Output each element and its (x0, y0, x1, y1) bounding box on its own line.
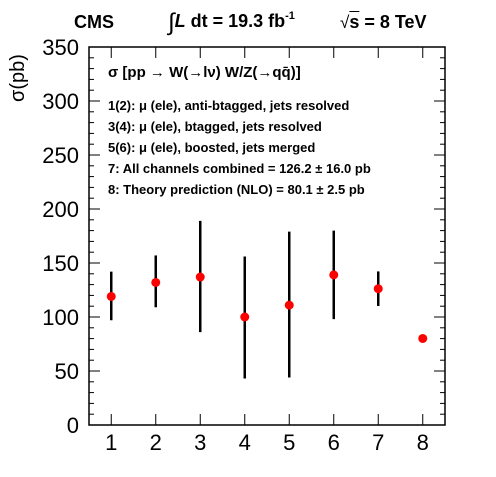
energy-s: s (349, 12, 360, 32)
luminosity-text: dt = 19.3 fb (185, 11, 286, 31)
error-bars (110, 220, 424, 379)
y-tick-label: 350 (42, 35, 79, 60)
legend-entry: 8: Theory prediction (NLO) = 80.1 ± 2.5 … (108, 182, 365, 197)
y-tick-label: 300 (42, 89, 79, 114)
energy-label: √s = 8 TeV (340, 12, 427, 33)
luminosity-label: ∫L dt = 19.3 fb-1 (168, 9, 295, 37)
x-tick-label: 4 (239, 430, 251, 455)
x-tick-label: 5 (283, 430, 295, 455)
integral-sign: ∫ (168, 9, 175, 36)
data-point (284, 300, 294, 310)
y-tick-label: 150 (42, 251, 79, 276)
data-markers (106, 270, 428, 343)
x-tick-label: 7 (372, 430, 384, 455)
data-point (373, 284, 383, 294)
data-point (195, 272, 205, 282)
y-tick-label: 50 (55, 359, 79, 384)
axis-ticks (89, 46, 445, 426)
x-tick-label: 1 (105, 430, 117, 455)
axis-tick-labels: 0 50 100 150 200 250 300 350 1 2 3 4 5 6 7 8 (42, 35, 429, 455)
energy-text: = 8 TeV (359, 12, 427, 32)
legend-entry: 3(4): μ (ele), btagged, jets resolved (108, 119, 322, 134)
legend-entry: 7: All channels combined = 126.2 ± 16.0 … (108, 161, 371, 176)
x-tick-label: 6 (328, 430, 340, 455)
data-point (151, 277, 161, 287)
y-tick-label: 200 (42, 197, 79, 222)
sqrt-sign: √ (340, 13, 350, 32)
experiment-label: CMS (74, 12, 114, 32)
x-tick-label: 2 (150, 430, 162, 455)
data-point (240, 312, 250, 322)
luminosity-exponent: -1 (285, 10, 295, 22)
legend-entry: 1(2): μ (ele), anti-btagged, jets resolv… (108, 98, 350, 113)
luminosity-symbol: L (174, 11, 186, 31)
data-point (106, 291, 116, 301)
y-tick-label: 0 (67, 413, 79, 438)
x-tick-label: 8 (417, 430, 429, 455)
x-tick-label: 3 (194, 430, 206, 455)
y-axis-title: σ(pb) (7, 54, 29, 102)
legend-entry: 5(6): μ (ele), boosted, jets merged (108, 140, 316, 155)
data-point (329, 270, 339, 280)
y-tick-label: 100 (42, 305, 79, 330)
y-tick-label: 250 (42, 143, 79, 168)
legend: σ [pp → W(→lν) W/Z(→qq̄)] 1(2): μ (ele),… (108, 64, 371, 200)
plot-frame (88, 46, 446, 426)
data-point (418, 333, 428, 343)
legend-title: σ [pp → W(→lν) W/Z(→qq̄)] (108, 64, 301, 81)
